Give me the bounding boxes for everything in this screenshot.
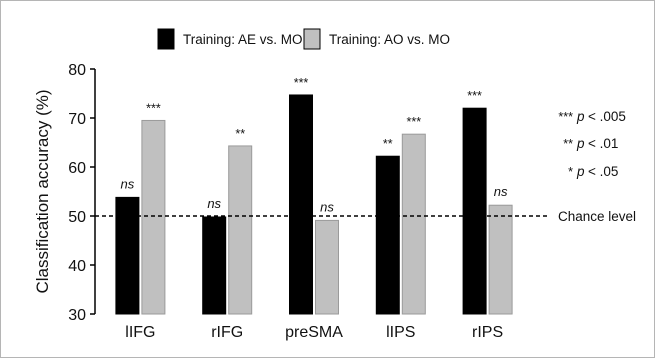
bar-rIFG-series-1 xyxy=(202,216,227,315)
significance-label: *** xyxy=(146,101,161,115)
legend-label-1: Training: AE vs. MO xyxy=(183,32,303,47)
significance-label: *** xyxy=(467,89,482,103)
significance-key-stars: * xyxy=(568,165,573,179)
y-tick-label: 30 xyxy=(68,307,86,324)
significance-key-threshold: < .005 xyxy=(588,109,626,124)
significance-label: ns xyxy=(121,176,135,191)
significance-key-p: p xyxy=(576,136,585,151)
significance-key-p: p xyxy=(576,109,585,124)
x-tick-label: rIFG xyxy=(211,324,243,341)
significance-label: ** xyxy=(383,137,393,151)
significance-label: ns xyxy=(320,199,334,214)
y-axis-label: Classification accuracy (%) xyxy=(33,89,52,293)
significance-label: ns xyxy=(207,196,221,211)
x-tick-label: preSMA xyxy=(285,324,343,341)
bar-preSMA-series-1 xyxy=(289,94,313,315)
y-tick-label: 70 xyxy=(68,111,86,128)
significance-label: *** xyxy=(294,76,309,90)
significance-key-threshold: < .01 xyxy=(588,136,618,151)
x-tick-label: rIPS xyxy=(472,324,503,341)
legend-swatch-1 xyxy=(157,28,175,50)
bar-lIFG-series-1 xyxy=(115,196,140,315)
significance-key-threshold: < .05 xyxy=(588,164,618,179)
bar-lIPS-series-1 xyxy=(375,155,400,315)
chance-level-label: Chance level xyxy=(558,209,636,224)
significance-label: ns xyxy=(494,184,508,199)
x-tick-label: lIPS xyxy=(386,324,415,341)
y-tick-label: 50 xyxy=(68,209,86,226)
significance-key-stars: *** xyxy=(558,110,573,124)
significance-key-p: p xyxy=(576,164,585,179)
significance-key-stars: ** xyxy=(563,137,573,151)
x-tick-label: lIFG xyxy=(125,324,155,341)
bar-rIPS-series-2 xyxy=(488,204,513,315)
legend-swatch-2 xyxy=(303,28,321,50)
bar-preSMA-series-2 xyxy=(315,219,339,315)
y-tick-label: 40 xyxy=(68,258,86,275)
bar-rIFG-series-2 xyxy=(228,145,253,315)
y-tick-label: 80 xyxy=(68,62,86,79)
significance-label: ** xyxy=(235,127,245,141)
bar-lIPS-series-2 xyxy=(401,133,426,315)
significance-label: *** xyxy=(407,115,422,129)
bar-lIFG-series-2 xyxy=(141,119,166,315)
legend-label-2: Training: AO vs. MO xyxy=(329,32,450,47)
y-tick-label: 60 xyxy=(68,160,86,177)
bar-rIPS-series-1 xyxy=(462,107,487,315)
